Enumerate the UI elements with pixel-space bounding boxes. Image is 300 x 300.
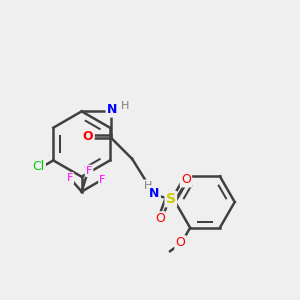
Text: H: H [121,101,129,111]
Text: F: F [86,166,92,176]
Text: N: N [107,103,117,116]
Text: S: S [166,192,176,206]
Text: O: O [181,173,191,186]
Text: O: O [155,212,165,226]
Text: H: H [144,181,153,191]
Text: F: F [99,175,106,185]
Text: Cl: Cl [32,160,45,173]
Text: F: F [67,173,73,183]
Text: N: N [149,187,160,200]
Text: O: O [83,130,94,143]
Text: O: O [176,236,185,249]
